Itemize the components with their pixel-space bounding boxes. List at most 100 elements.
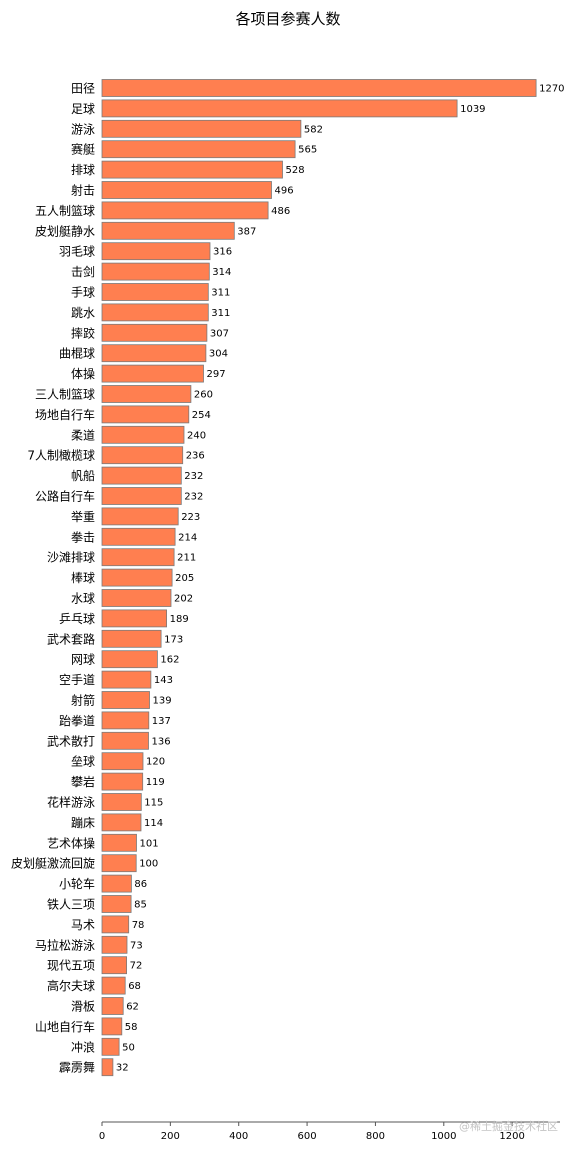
- data-label: 240: [187, 430, 206, 441]
- bar: [101, 895, 132, 913]
- data-label: 496: [275, 186, 294, 197]
- category-label: 跳水: [71, 306, 95, 320]
- bar: [101, 589, 172, 607]
- data-label: 68: [128, 981, 141, 992]
- data-label: 100: [139, 859, 158, 870]
- category-label: 五人制篮球: [35, 203, 95, 218]
- category-label: 冲浪: [71, 1039, 95, 1054]
- category-label: 场地自行车: [35, 407, 95, 422]
- category-label: 7人制橄榄球: [27, 448, 95, 463]
- data-label: 120: [146, 757, 165, 768]
- category-label: 乒乓球: [59, 612, 95, 626]
- category-label: 小轮车: [59, 876, 95, 891]
- data-label: 73: [130, 940, 143, 951]
- category-label: 山地自行车: [35, 1019, 95, 1034]
- data-label: 1270: [539, 84, 564, 95]
- data-label: 232: [184, 471, 203, 482]
- bar: [101, 405, 190, 424]
- category-label: 皮划艇激流回旋: [11, 857, 95, 871]
- category-label: 花样游泳: [47, 795, 95, 810]
- data-label: 119: [146, 777, 165, 788]
- bar: [101, 629, 162, 648]
- category-label: 帆船: [71, 468, 95, 483]
- category-label: 攀岩: [71, 774, 95, 789]
- bar: [101, 548, 175, 567]
- category-label: 垒球: [71, 755, 95, 769]
- data-label: 214: [178, 532, 197, 543]
- data-label: 486: [271, 206, 290, 217]
- bar: [101, 1037, 120, 1056]
- data-label: 139: [153, 696, 172, 707]
- bar: [101, 140, 296, 159]
- x-tick-label: 0: [99, 1131, 105, 1142]
- data-label: 85: [134, 900, 147, 911]
- bar: [101, 201, 269, 220]
- data-label: 236: [186, 451, 205, 462]
- category-label: 手球: [71, 286, 95, 300]
- data-label: 387: [237, 226, 256, 237]
- bar: [101, 976, 126, 995]
- data-label: 211: [177, 553, 196, 564]
- bar: [101, 1058, 114, 1077]
- x-tick-label: 1000: [431, 1131, 456, 1142]
- category-label: 现代五项: [47, 959, 95, 973]
- bar: [101, 854, 137, 873]
- data-label: 32: [116, 1063, 129, 1074]
- data-label: 565: [298, 145, 317, 156]
- category-label: 铁人三项: [47, 898, 95, 912]
- category-label: 排球: [71, 163, 95, 177]
- category-label: 赛艇: [71, 142, 95, 157]
- category-label: 击剑: [71, 264, 95, 279]
- category-label: 曲棍球: [59, 347, 95, 361]
- bar: [101, 609, 167, 628]
- category-label: 武术散打: [47, 733, 95, 748]
- category-label: 拳击: [71, 529, 95, 544]
- category-label: 水球: [71, 592, 95, 606]
- category-label: 公路自行车: [35, 489, 95, 504]
- data-label: 58: [125, 1022, 138, 1033]
- data-label: 1039: [460, 104, 485, 115]
- data-label: 311: [211, 308, 230, 319]
- bar: [101, 181, 272, 199]
- bar: [101, 119, 302, 138]
- bar: [101, 283, 209, 301]
- bar: [101, 160, 283, 179]
- data-label: 189: [170, 614, 189, 625]
- category-label: 射击: [71, 183, 95, 198]
- bar: [101, 466, 182, 485]
- bar: [101, 446, 184, 465]
- category-label: 三人制篮球: [35, 387, 95, 402]
- x-tick-label: 400: [229, 1131, 248, 1142]
- data-label: 115: [144, 798, 163, 809]
- data-label: 223: [181, 512, 200, 523]
- bar: [101, 221, 235, 240]
- x-tick-label: 800: [366, 1131, 385, 1142]
- category-label: 空手道: [59, 673, 95, 687]
- bar: [101, 935, 128, 954]
- category-label: 高尔夫球: [47, 978, 95, 993]
- bar: [101, 385, 192, 403]
- data-label: 254: [192, 410, 211, 421]
- category-label: 网球: [71, 653, 95, 667]
- category-label: 武术套路: [47, 631, 95, 646]
- bar: [101, 997, 124, 1015]
- data-label: 143: [154, 675, 173, 686]
- bar: [101, 242, 211, 261]
- category-label: 摔跤: [71, 325, 95, 340]
- bar: [101, 691, 150, 709]
- category-label: 体操: [71, 366, 95, 381]
- bar: [101, 711, 150, 730]
- bar: [101, 670, 152, 689]
- category-label: 游泳: [71, 122, 95, 136]
- category-label: 沙滩排球: [47, 551, 95, 565]
- data-label: 304: [209, 349, 228, 360]
- data-label: 297: [207, 369, 226, 380]
- bar: [101, 99, 458, 118]
- x-tick-label: 1200: [499, 1131, 524, 1142]
- data-label: 232: [184, 492, 203, 503]
- bar: [101, 752, 144, 771]
- data-label: 78: [132, 920, 145, 931]
- bar: [101, 731, 149, 750]
- category-label: 棒球: [71, 571, 95, 585]
